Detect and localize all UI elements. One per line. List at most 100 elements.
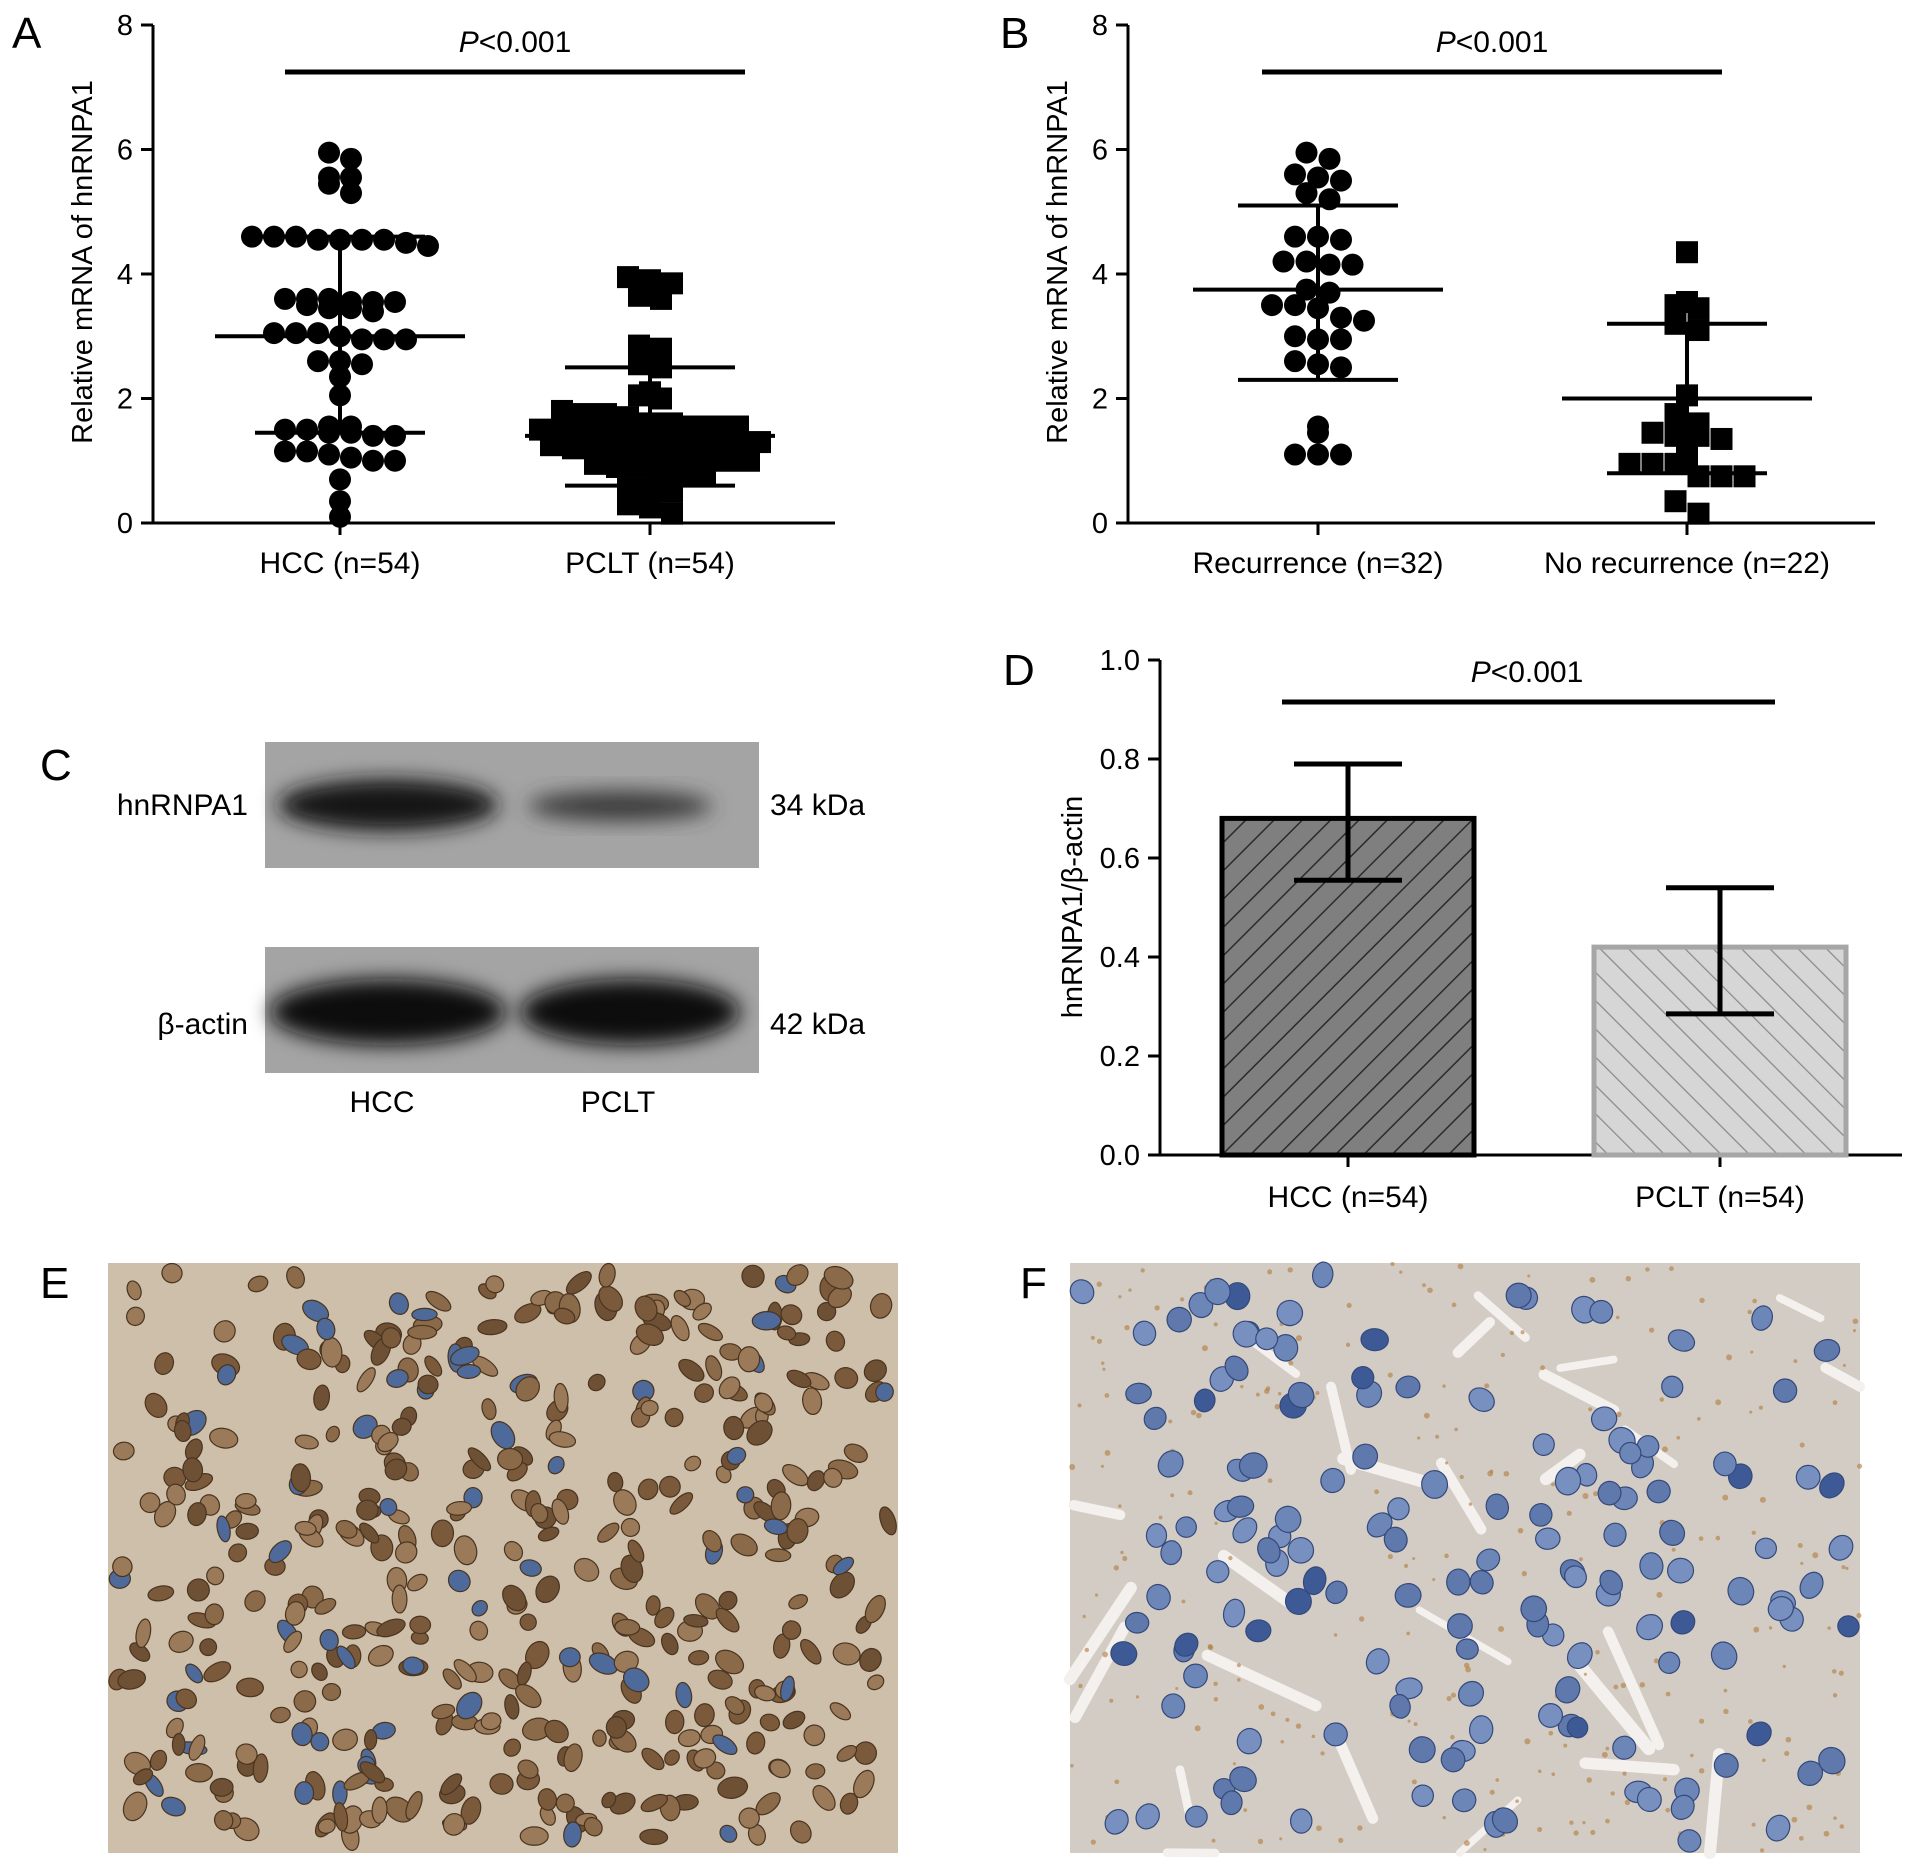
cell-nucleus [456,1363,482,1379]
pigment-granule [1451,1302,1457,1308]
pigment-granule [1100,1361,1105,1365]
pigment-granule [1521,1570,1527,1577]
pigment-granule [1120,1550,1124,1555]
pigment-granule [1345,1342,1351,1347]
cell-nucleus [770,1491,792,1521]
cell-nucleus [417,1374,439,1395]
cell-nucleus [1124,1611,1150,1634]
pigment-granule [1540,1365,1546,1371]
data-point [1733,465,1756,488]
data-point [617,406,639,429]
cell-nucleus [1193,1388,1216,1413]
panel-letter-f: F [1020,1259,1047,1308]
cell-nucleus [537,1788,558,1811]
cell-nucleus [319,1629,339,1652]
blot-band-hnrnpa1-hcc [278,779,498,831]
pigment-granule [1852,1329,1857,1333]
data-point [1676,241,1698,264]
cell-nucleus [746,1420,773,1446]
y-tick-label: 2 [1092,384,1108,416]
cell-nucleus [377,1431,399,1453]
cell-nucleus [376,1618,406,1638]
data-point [318,287,340,310]
data-point [1318,147,1341,170]
cell-nucleus [717,1776,749,1799]
pigment-granule [1582,1493,1589,1499]
data-point [617,477,639,500]
pigment-granule [1715,1399,1722,1406]
cell-nucleus [424,1355,443,1377]
cell-nucleus [1408,1736,1436,1764]
pigment-granule [1639,1682,1645,1688]
pigment-granule [1589,1276,1596,1283]
cell-nucleus [1566,1716,1589,1739]
cell-nucleus [1485,1493,1510,1521]
cell-nucleus [1236,1727,1262,1755]
cell-nucleus [677,1729,701,1748]
cell-nucleus [388,1292,409,1315]
pigment-granule [1277,1392,1282,1396]
cell-nucleus [1590,1406,1618,1432]
pigment-granule [1427,1287,1433,1293]
cell-nucleus [149,1749,168,1771]
cell-nucleus [832,1556,855,1576]
cell-nucleus [730,1533,758,1557]
data-point [373,228,395,251]
cell-nucleus [715,1465,732,1484]
cell-nucleus [332,1728,359,1751]
cell-nucleus [1421,1470,1449,1499]
cell-nucleus [1532,1433,1555,1456]
pigment-granule [1077,1403,1082,1408]
pigment-granule [1833,1816,1837,1820]
pigment-granule [1270,1711,1276,1717]
pigment-granule [1509,1330,1515,1336]
cell-nucleus [290,1463,312,1493]
cell-nucleus [712,1734,738,1755]
cell-nucleus [786,1369,812,1389]
pigment-granule [1785,1736,1792,1743]
cell-nucleus [1670,1794,1695,1820]
cell-nucleus [147,1585,175,1602]
data-point [1307,415,1329,438]
pigment-granule [1432,1578,1436,1582]
pigment-granule [1387,1372,1393,1378]
pigment-granule [1435,1434,1440,1439]
data-point [307,228,329,251]
cell-nucleus [335,1519,358,1539]
cell-nucleus [447,1569,471,1593]
pigment-granule [1697,1417,1701,1421]
pigment-granule [1793,1359,1798,1364]
pigment-granule [1797,1542,1803,1549]
cell-nucleus [1520,1595,1548,1623]
cell-nucleus [598,1285,623,1312]
cell-nucleus [519,1613,537,1631]
pigment-granule [1751,1530,1756,1535]
cell-nucleus [1636,1786,1662,1813]
cell-nucleus [1589,1299,1614,1324]
pigment-granule [1407,1719,1411,1723]
pigment-granule [1583,1672,1587,1676]
panel-letter-b: B [1000,9,1029,58]
data-point [628,334,650,357]
cell-nucleus [1257,1537,1281,1564]
cell-nucleus [1455,1638,1479,1660]
pigment-granule [1463,1840,1470,1846]
cell-nucleus [1245,1619,1272,1643]
cell-nucleus [1125,1382,1152,1405]
pigment-granule [1179,1297,1185,1302]
y-tick-label: 0 [117,508,133,540]
cell-nucleus [609,1792,636,1815]
data-point [551,399,573,422]
cell-nucleus [235,1522,259,1540]
cell-nucleus [161,1262,183,1284]
pigment-granule [1699,1718,1705,1724]
pigment-granule [1812,1552,1819,1559]
pigment-granule [1267,1478,1273,1484]
cell-nucleus [1135,1803,1160,1830]
panel-a-chart: A Relative mRNA of hnRNPA1 0 2 4 6 8 HCC (n=… [12,9,835,580]
data-point [1353,309,1375,332]
pigment-granule [1616,1411,1622,1418]
cell-nucleus [1476,1548,1501,1572]
cell-nucleus [754,1392,774,1413]
y-tick-label: 1.0 [1100,645,1140,677]
